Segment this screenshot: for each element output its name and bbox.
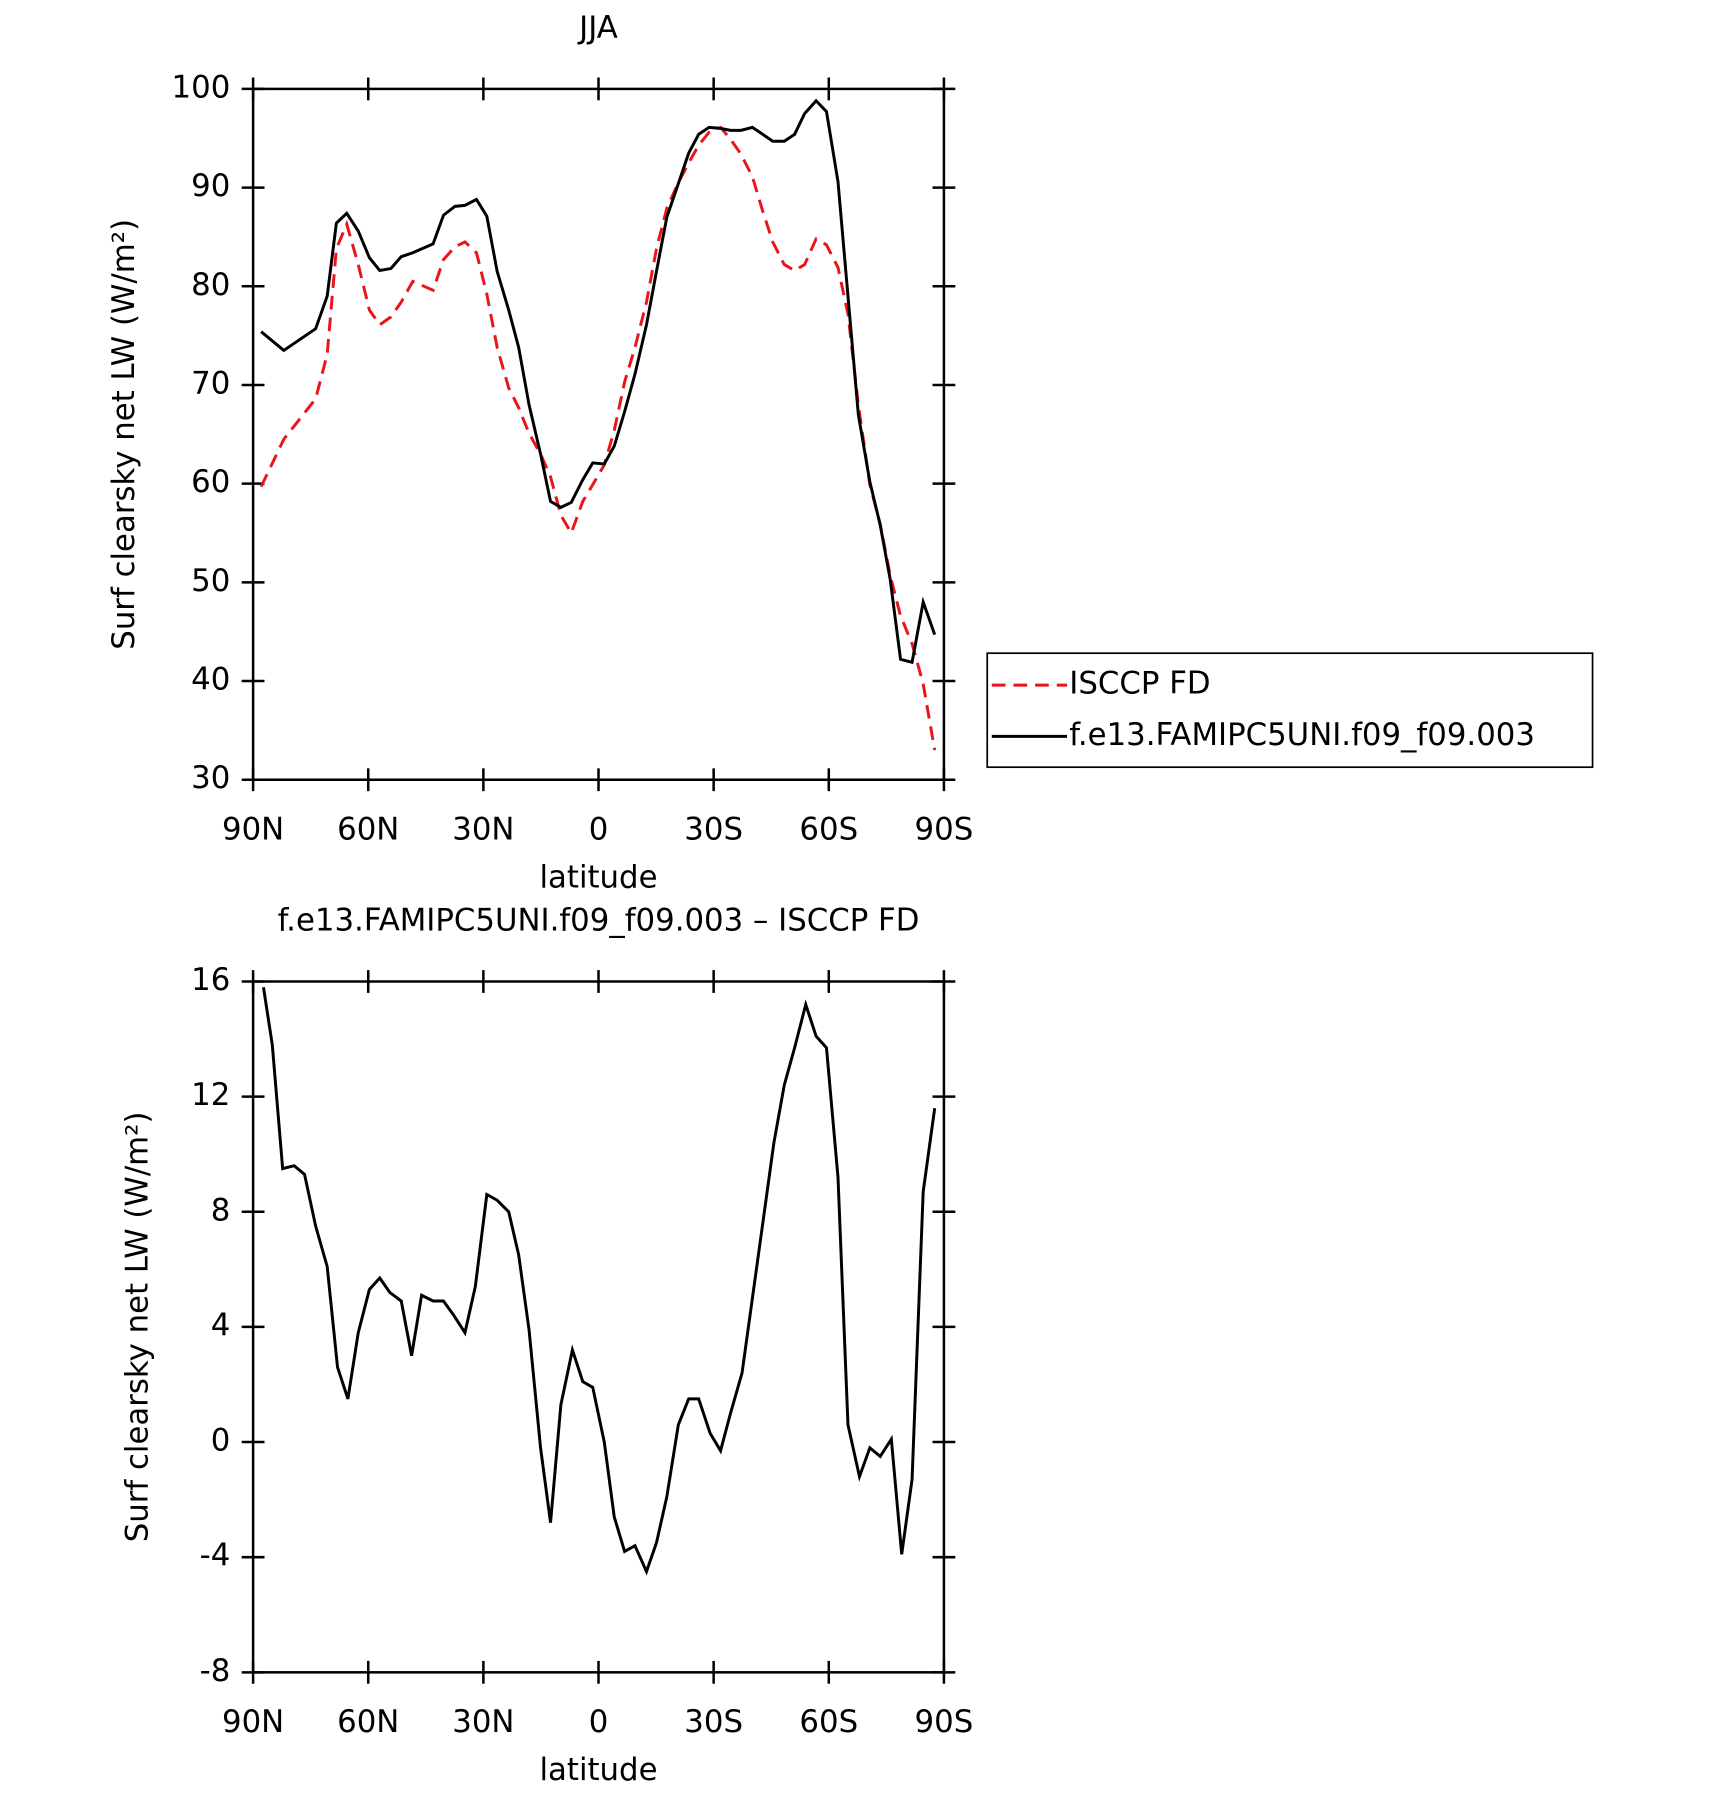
legend-label: ISCCP FD xyxy=(1069,666,1210,702)
x-tick-label: 30N xyxy=(452,1704,514,1740)
x-tick-label: 30S xyxy=(684,1704,743,1740)
chart-title: JJA xyxy=(577,10,618,46)
x-axis-label: latitude xyxy=(539,859,657,895)
y-tick-label: 90 xyxy=(191,168,230,204)
x-tick-label: 90N xyxy=(222,812,284,848)
x-axis-label: latitude xyxy=(539,1752,657,1788)
x-tick-label: 30N xyxy=(452,812,514,848)
y-tick-label: 80 xyxy=(191,267,230,303)
chart-title: f.e13.FAMIPC5UNI.f09_f09.003 – ISCCP FD xyxy=(278,903,920,939)
x-tick-label: 60S xyxy=(799,1704,858,1740)
y-tick-label: 40 xyxy=(191,662,230,698)
data-line xyxy=(261,987,937,1576)
x-tick-label: 60N xyxy=(337,1704,399,1740)
y-axis-label: Surf clearsky net LW (W/m²) xyxy=(120,1112,156,1543)
x-tick-label: 90S xyxy=(915,812,974,848)
x-tick-label: 30S xyxy=(684,812,743,848)
legend-label: f.e13.FAMIPC5UNI.f09_f09.003 xyxy=(1069,717,1535,753)
series-line xyxy=(259,125,937,751)
series-line xyxy=(260,98,937,665)
y-tick-label: 8 xyxy=(211,1192,231,1228)
x-tick-label: 90N xyxy=(222,1704,284,1740)
y-tick-label: 0 xyxy=(211,1423,231,1459)
x-tick-label: 0 xyxy=(589,812,609,848)
x-tick-label: 60S xyxy=(799,812,858,848)
y-tick-label: 16 xyxy=(191,962,230,998)
y-axis-label: Surf clearsky net LW (W/m²) xyxy=(106,219,142,650)
y-tick-label: 70 xyxy=(191,365,230,401)
x-tick-label: 0 xyxy=(589,1704,609,1740)
y-tick-label: 100 xyxy=(172,69,231,105)
x-tick-label: 60N xyxy=(337,812,399,848)
y-tick-label: 60 xyxy=(191,464,230,500)
legend-box xyxy=(986,652,1594,769)
y-tick-label: 30 xyxy=(191,760,230,796)
y-tick-label: 4 xyxy=(211,1307,231,1343)
y-tick-label: -4 xyxy=(200,1538,231,1574)
y-tick-label: 12 xyxy=(191,1077,230,1113)
y-tick-label: -8 xyxy=(200,1653,231,1689)
x-tick-label: 90S xyxy=(915,1704,974,1740)
plot-frame xyxy=(251,980,946,1674)
y-tick-label: 50 xyxy=(191,563,230,599)
